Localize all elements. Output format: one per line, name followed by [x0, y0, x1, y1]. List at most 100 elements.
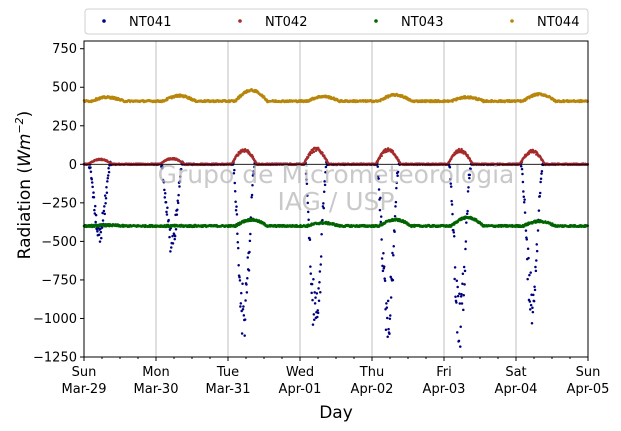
legend-label-NT042: NT042 — [265, 15, 307, 30]
data-point — [521, 180, 525, 184]
y-tick-label: −500 — [41, 235, 77, 250]
data-point — [242, 314, 246, 317]
data-point — [378, 156, 382, 160]
data-point — [396, 170, 400, 174]
data-point — [394, 200, 398, 204]
data-point — [459, 325, 462, 329]
y-axis-title-text: Radiation — [15, 179, 35, 259]
data-point — [243, 334, 246, 337]
data-point — [455, 279, 459, 282]
data-point — [313, 291, 316, 294]
data-point — [170, 246, 173, 249]
data-point — [106, 174, 110, 177]
data-point — [395, 156, 399, 159]
x-tick-label-day: Fri — [436, 365, 452, 380]
data-point — [380, 154, 383, 158]
data-point — [241, 308, 245, 311]
x-tick-label-day: Sun — [576, 365, 601, 380]
data-point — [538, 194, 542, 198]
data-point — [106, 180, 109, 183]
data-point — [163, 196, 167, 199]
x-tick-label-date: Mar-30 — [134, 382, 179, 397]
data-point — [163, 188, 166, 192]
data-point — [236, 241, 240, 244]
data-point — [306, 210, 310, 214]
y-axis-unit: Wm — [15, 134, 35, 167]
data-point — [250, 193, 254, 197]
data-point — [173, 234, 177, 238]
x-tick-label-date: Apr-01 — [279, 382, 322, 397]
y-tick-label: 750 — [52, 42, 77, 57]
data-point — [247, 269, 251, 272]
data-point — [475, 218, 478, 221]
data-point — [171, 234, 174, 238]
y-axis-unit-exponent: −2 — [13, 117, 26, 133]
data-point — [460, 147, 463, 151]
data-point — [173, 237, 176, 241]
data-point — [530, 322, 534, 325]
data-point — [466, 190, 470, 193]
data-point — [393, 230, 396, 234]
x-axis-title: Day — [319, 403, 353, 423]
y-tick-label: −750 — [41, 273, 77, 288]
data-point — [103, 194, 107, 197]
data-point — [534, 265, 537, 269]
data-point — [93, 208, 96, 212]
data-point — [99, 227, 102, 231]
data-point — [532, 293, 535, 297]
series-NT043 — [82, 215, 589, 229]
data-point — [454, 295, 457, 299]
data-point — [91, 185, 94, 189]
data-point — [90, 178, 94, 181]
data-point — [456, 285, 459, 289]
data-point — [105, 191, 109, 195]
data-point — [322, 206, 326, 210]
data-point — [167, 218, 170, 222]
x-tick-label-day: Thu — [359, 365, 384, 380]
data-point — [324, 165, 328, 169]
data-point — [96, 230, 99, 233]
data-point — [539, 177, 543, 181]
legend-marker-NT043 — [374, 19, 378, 23]
data-point — [236, 232, 239, 236]
data-point — [240, 332, 244, 335]
data-point — [244, 299, 247, 302]
y-tick-label: 500 — [52, 81, 77, 96]
data-point — [246, 277, 249, 280]
data-point — [459, 345, 462, 348]
data-point — [391, 278, 395, 282]
data-point — [311, 298, 314, 302]
data-point — [312, 278, 315, 281]
axes — [80, 40, 589, 361]
data-point — [453, 277, 456, 281]
data-point — [176, 201, 180, 205]
data-point — [233, 181, 237, 185]
data-point — [101, 211, 104, 215]
data-point — [103, 205, 106, 208]
data-point — [316, 315, 319, 319]
data-point — [458, 292, 461, 295]
data-point — [316, 309, 319, 312]
data-point — [387, 327, 390, 331]
data-point — [462, 308, 465, 312]
data-point — [249, 232, 252, 236]
data-point — [376, 165, 380, 168]
data-point — [458, 302, 462, 305]
data-point — [526, 277, 529, 281]
data-point — [468, 176, 471, 180]
data-point — [529, 303, 533, 307]
data-point — [519, 164, 523, 168]
data-point — [321, 218, 324, 222]
data-point — [469, 167, 472, 171]
data-point — [178, 185, 181, 188]
y-tick-label: 250 — [52, 119, 77, 134]
data-point — [527, 256, 530, 260]
y-tick-label: −250 — [41, 196, 77, 211]
data-point — [168, 235, 171, 239]
x-tick-label-day: Sat — [505, 365, 526, 380]
data-point — [323, 183, 327, 187]
data-point — [90, 181, 94, 184]
data-point — [239, 302, 243, 305]
data-point — [467, 186, 470, 189]
data-point — [463, 283, 466, 286]
